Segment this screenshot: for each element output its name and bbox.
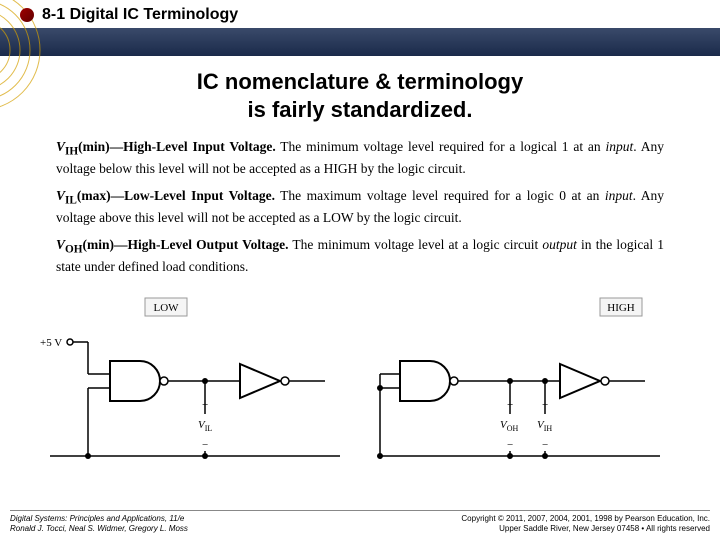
section-title: 8-1 Digital IC Terminology <box>42 6 238 24</box>
svg-text:VOH: VOH <box>500 419 519 433</box>
vil-sub: IL <box>65 195 77 207</box>
footer-authors: Ronald J. Tocci, Neal S. Widmer, Gregory… <box>10 524 188 533</box>
header-bar <box>0 28 720 56</box>
svg-text:+: + <box>542 399 548 411</box>
footer: Digital Systems: Principles and Applicat… <box>10 510 710 534</box>
voh-sub: OH <box>65 244 83 256</box>
vil-em: input <box>605 188 633 203</box>
definitions: VIH(min)—High-Level Input Voltage. The m… <box>56 138 664 285</box>
svg-text:VIL: VIL <box>198 419 212 433</box>
main-title: IC nomenclature & terminology is fairly … <box>0 68 720 123</box>
vil-v: V <box>56 188 65 203</box>
def-voh: VOH(min)—High-Level Output Voltage. The … <box>56 236 664 276</box>
def-vil: VIL(max)—Low-Level Input Voltage. The ma… <box>56 187 664 227</box>
low-label: LOW <box>153 302 179 314</box>
high-label: HIGH <box>607 302 635 314</box>
footer-copyright: Copyright © 2011, 2007, 2004, 2001, 1998… <box>461 514 710 523</box>
voh-em: output <box>542 237 577 252</box>
svg-text:−: − <box>507 439 513 451</box>
svg-text:VIH: VIH <box>537 419 552 433</box>
title-line2: is fairly standardized. <box>248 97 473 122</box>
svg-text:+: + <box>507 399 513 411</box>
vil-sub-d: IL <box>205 424 213 433</box>
voh-paren: (min)—High-Level Output Voltage. <box>83 237 289 252</box>
vih-v: V <box>56 139 65 154</box>
voh-sub-d: OH <box>507 424 519 433</box>
footer-address: Upper Saddle River, New Jersey 07458 • A… <box>499 524 710 533</box>
vil-paren: (max)—Low-Level Input Voltage. <box>77 188 275 203</box>
vih-sub-d: IH <box>544 424 553 433</box>
circuit-diagram: LOW HIGH +5 V + VIL − + VOH − <box>40 296 680 476</box>
def-vih: VIH(min)—High-Level Input Voltage. The m… <box>56 138 664 178</box>
vih-paren: (min)—High-Level Input Voltage. <box>78 139 276 154</box>
vih-sub: IH <box>65 146 78 158</box>
svg-text:−: − <box>542 439 548 451</box>
vih-body: The minimum voltage level required for a… <box>276 139 606 154</box>
voh-body: The minimum voltage level at a logic cir… <box>289 237 543 252</box>
vih-em: input <box>606 139 634 154</box>
title-line1: IC nomenclature & terminology <box>197 69 523 94</box>
bullet-icon <box>20 8 34 22</box>
footer-book: Digital Systems: Principles and Applicat… <box>10 514 184 523</box>
svg-text:−: − <box>202 439 208 451</box>
vil-body: The maximum voltage level required for a… <box>275 188 605 203</box>
svg-text:+: + <box>202 399 208 411</box>
voh-v: V <box>56 237 65 252</box>
supply-label: +5 V <box>40 337 62 349</box>
